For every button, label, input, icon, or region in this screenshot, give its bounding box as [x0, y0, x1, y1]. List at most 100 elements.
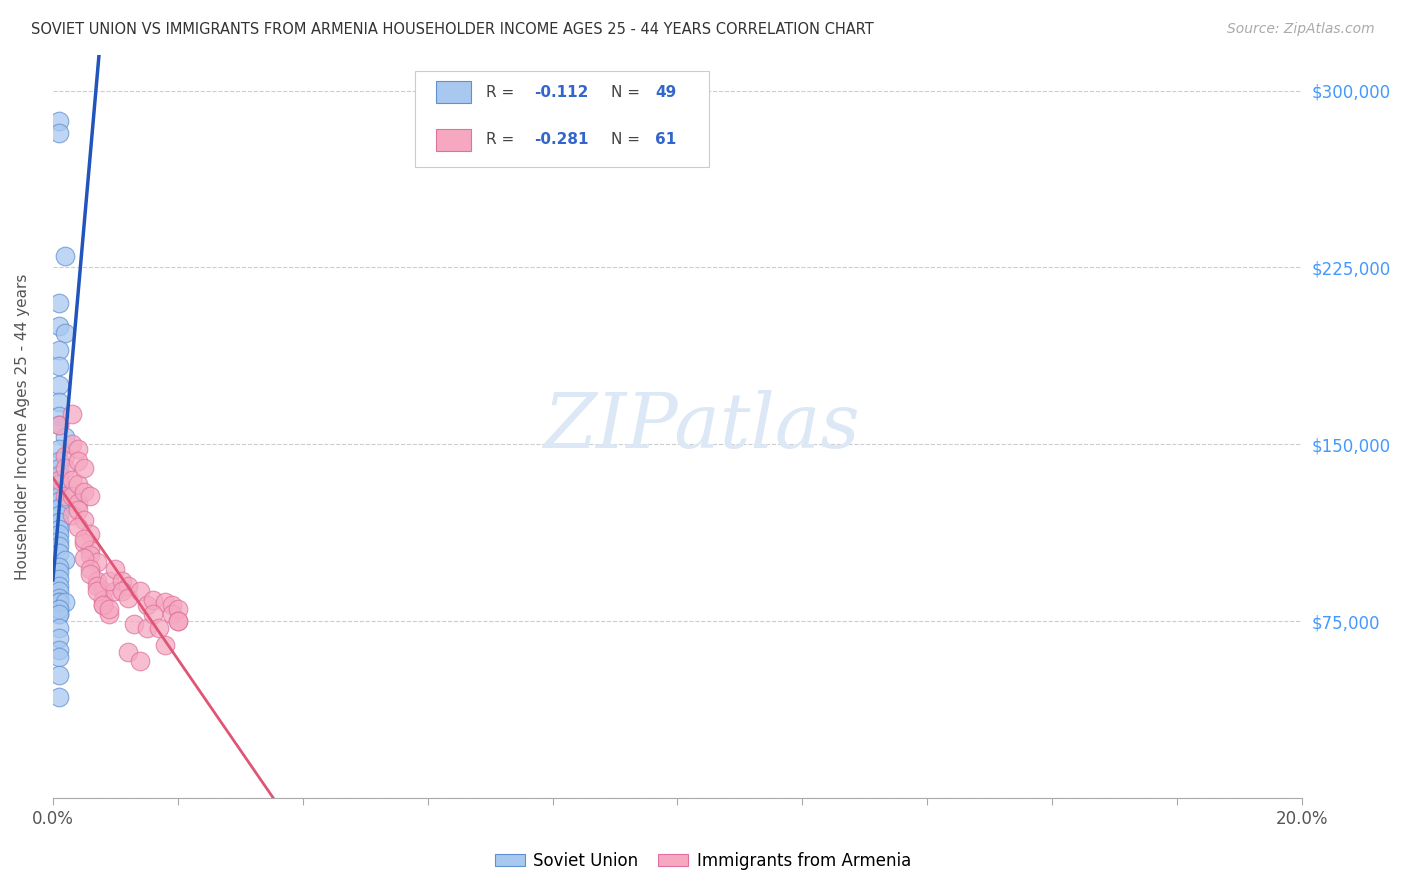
FancyBboxPatch shape [436, 128, 471, 151]
Text: -0.112: -0.112 [534, 85, 588, 100]
Point [48, 508, 70, 522]
Point [55, 430, 77, 444]
Point [48, 494, 70, 508]
Point [86, 579, 108, 593]
Text: R =: R = [486, 132, 519, 147]
Point [48, 359, 70, 374]
Point [48, 591, 70, 605]
Point [66, 442, 89, 456]
Point [160, 607, 183, 622]
Point [48, 409, 70, 423]
Point [48, 602, 70, 616]
Point [66, 454, 89, 468]
Point [48, 319, 70, 334]
Point [73, 461, 96, 475]
Point [55, 449, 77, 463]
Point [122, 616, 145, 631]
Text: 49: 49 [655, 85, 676, 100]
Point [48, 642, 70, 657]
Point [135, 598, 157, 612]
Point [48, 442, 70, 456]
Point [86, 555, 108, 569]
Point [66, 496, 89, 510]
Point [48, 501, 70, 516]
Point [48, 126, 70, 140]
Point [48, 473, 70, 487]
Point [66, 477, 89, 491]
Point [48, 607, 70, 622]
Point [160, 598, 183, 612]
Point [60, 407, 83, 421]
Point [110, 574, 132, 588]
Point [155, 595, 177, 609]
Point [60, 437, 83, 451]
Text: N =: N = [612, 85, 645, 100]
Point [73, 532, 96, 546]
Point [104, 562, 127, 576]
Point [60, 489, 83, 503]
Point [79, 567, 101, 582]
Point [66, 520, 89, 534]
Point [48, 690, 70, 704]
Point [48, 649, 70, 664]
Point [48, 395, 70, 409]
Point [48, 468, 70, 483]
Point [48, 595, 70, 609]
Point [55, 461, 77, 475]
Point [79, 548, 101, 562]
Point [66, 503, 89, 517]
Text: SOVIET UNION VS IMMIGRANTS FROM ARMENIA HOUSEHOLDER INCOME AGES 25 - 44 YEARS CO: SOVIET UNION VS IMMIGRANTS FROM ARMENIA … [31, 22, 873, 37]
Text: 61: 61 [655, 132, 676, 147]
Point [48, 539, 70, 553]
Point [129, 654, 152, 668]
Point [48, 489, 70, 503]
Text: R =: R = [486, 85, 519, 100]
Y-axis label: Householder Income Ages 25 - 44 years: Householder Income Ages 25 - 44 years [15, 274, 30, 580]
Text: N =: N = [612, 132, 645, 147]
Point [48, 546, 70, 560]
Point [48, 454, 70, 468]
Point [55, 326, 77, 341]
Point [86, 583, 108, 598]
Point [135, 621, 157, 635]
Point [91, 598, 114, 612]
Point [48, 343, 70, 357]
Point [48, 631, 70, 645]
Point [48, 418, 70, 433]
Point [48, 607, 70, 622]
Point [48, 522, 70, 536]
Point [48, 602, 70, 616]
Point [48, 534, 70, 549]
Point [48, 572, 70, 586]
Point [166, 614, 188, 628]
Point [117, 579, 139, 593]
Point [79, 527, 101, 541]
Point [48, 668, 70, 682]
Point [48, 560, 70, 574]
Point [79, 562, 101, 576]
Text: Source: ZipAtlas.com: Source: ZipAtlas.com [1227, 22, 1375, 37]
Point [60, 473, 83, 487]
Point [73, 536, 96, 550]
Point [48, 583, 70, 598]
Point [48, 565, 70, 579]
Point [73, 550, 96, 565]
Point [142, 593, 165, 607]
Point [48, 378, 70, 392]
Point [110, 583, 132, 598]
Point [79, 543, 101, 558]
Point [98, 602, 121, 616]
Point [48, 595, 70, 609]
Point [55, 553, 77, 567]
Text: -0.281: -0.281 [534, 132, 588, 147]
Text: ZIPatlas: ZIPatlas [544, 390, 860, 464]
Point [48, 621, 70, 635]
Point [91, 583, 114, 598]
Point [48, 477, 70, 491]
Point [117, 591, 139, 605]
Point [166, 602, 188, 616]
FancyBboxPatch shape [415, 71, 709, 167]
Point [155, 638, 177, 652]
Point [48, 515, 70, 529]
Point [117, 645, 139, 659]
